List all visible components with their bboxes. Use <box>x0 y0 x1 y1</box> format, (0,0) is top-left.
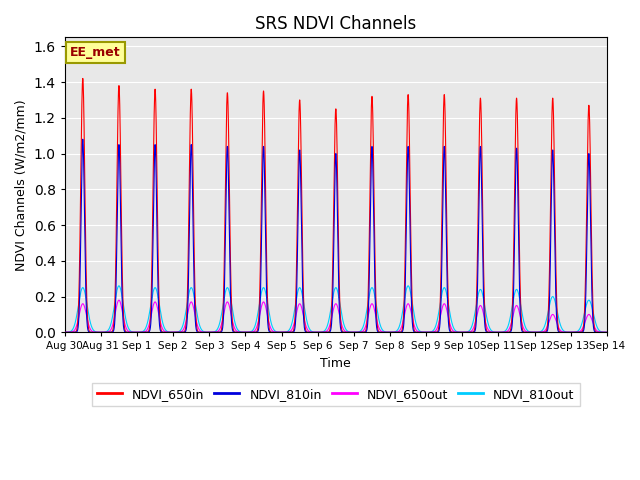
NDVI_650out <box>264 314 271 320</box>
Legend: NDVI_650in, NDVI_810in, NDVI_650out, NDVI_810out: NDVI_650in, NDVI_810in, NDVI_650out, NDV… <box>92 383 580 406</box>
NDVI_810in <box>61 329 68 335</box>
NDVI_810out <box>601 329 609 335</box>
X-axis label: Time: Time <box>321 357 351 370</box>
NDVI_810in <box>601 329 609 335</box>
NDVI_810in <box>411 329 419 335</box>
NDVI_650in <box>603 329 611 335</box>
NDVI_650in <box>411 328 419 334</box>
NDVI_650in <box>79 75 86 81</box>
NDVI_650in <box>61 329 68 335</box>
NDVI_810out <box>411 314 419 320</box>
NDVI_810in <box>79 136 86 142</box>
NDVI_810out <box>488 328 495 334</box>
NDVI_810out <box>603 329 611 335</box>
NDVI_810in <box>264 320 271 325</box>
Line: NDVI_650in: NDVI_650in <box>65 78 607 332</box>
NDVI_810out <box>61 329 68 335</box>
NDVI_650out <box>601 329 609 335</box>
NDVI_650in <box>172 329 179 335</box>
NDVI_650out <box>603 329 611 335</box>
NDVI_810out <box>115 283 123 288</box>
NDVI_650out <box>115 297 123 303</box>
NDVI_810in <box>177 329 184 335</box>
Line: NDVI_810out: NDVI_810out <box>65 286 607 332</box>
NDVI_650out <box>488 329 495 335</box>
Line: NDVI_650out: NDVI_650out <box>65 300 607 332</box>
NDVI_810in <box>172 329 179 335</box>
Text: EE_met: EE_met <box>70 46 121 59</box>
NDVI_810in <box>488 329 495 335</box>
Line: NDVI_810in: NDVI_810in <box>65 139 607 332</box>
NDVI_810out <box>177 327 184 333</box>
NDVI_650out <box>61 329 68 335</box>
Y-axis label: NDVI Channels (W/m2/mm): NDVI Channels (W/m2/mm) <box>15 99 28 271</box>
NDVI_810out <box>264 301 271 307</box>
NDVI_650in <box>264 304 271 310</box>
NDVI_650in <box>488 329 495 335</box>
NDVI_650out <box>411 324 419 329</box>
NDVI_650out <box>177 329 184 335</box>
NDVI_650out <box>172 329 179 335</box>
Title: SRS NDVI Channels: SRS NDVI Channels <box>255 15 417 33</box>
NDVI_650in <box>177 329 184 335</box>
NDVI_650in <box>601 329 609 335</box>
NDVI_810in <box>603 329 611 335</box>
NDVI_810out <box>172 329 179 335</box>
